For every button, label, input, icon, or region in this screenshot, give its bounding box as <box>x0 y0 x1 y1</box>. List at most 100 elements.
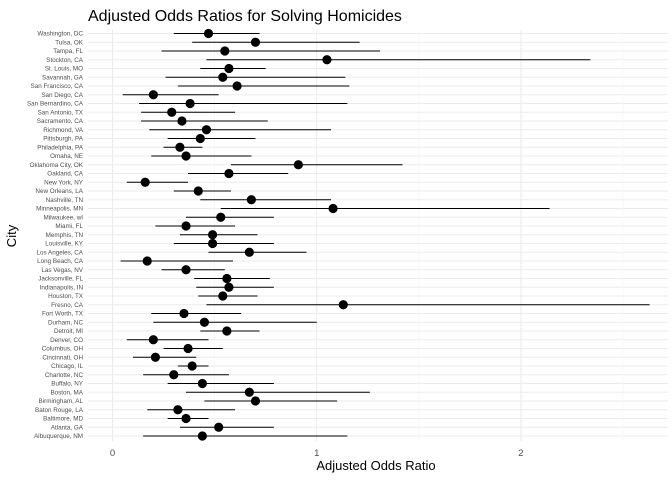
estimate-point <box>218 72 228 82</box>
y-tick-label: Savannah, GA <box>42 74 84 81</box>
chart-title: Adjusted Odds Ratios for Solving Homicid… <box>88 8 402 25</box>
y-tick-label: Louisville, KY <box>45 241 84 248</box>
estimate-point <box>179 308 189 319</box>
estimate-point <box>244 247 254 257</box>
estimate-point <box>169 370 179 380</box>
y-tick-label: Omaha, NE <box>50 153 83 160</box>
y-tick-label: Long Beach, CA <box>37 258 84 265</box>
estimate-point <box>181 265 191 275</box>
estimate-point <box>185 98 195 109</box>
plot-grid <box>88 30 668 441</box>
y-tick-label: Tampa, FL <box>53 48 83 55</box>
y-tick-label: Columbus, OH <box>42 346 84 353</box>
y-tick-label: Fort Worth, TX <box>42 311 84 318</box>
y-tick-label: San Antonio, TX <box>38 109 84 116</box>
y-tick-label: Baltimore, MD <box>43 416 83 423</box>
estimate-point <box>244 387 254 397</box>
estimate-point <box>181 151 191 161</box>
estimate-point <box>167 107 177 117</box>
estimate-point <box>338 300 348 310</box>
estimate-point <box>224 282 234 292</box>
estimate-point <box>181 413 191 424</box>
y-tick-label: Houston, TX <box>48 293 84 300</box>
y-tick-label: Los Angeles, CA <box>36 249 83 256</box>
y-tick-label: Birmingham, AL <box>39 398 84 405</box>
y-tick-label: Detroit, MI <box>54 328 83 335</box>
estimate-point <box>250 396 261 406</box>
y-tick-label: Richmond, VA <box>43 127 84 134</box>
y-tick-label: Jacksonville, FL <box>38 276 83 283</box>
estimate-point <box>218 291 228 301</box>
x-tick-label: 2 <box>518 448 523 459</box>
y-tick-label: Tulsa, OK <box>55 39 84 46</box>
y-tick-label: Charlotte, NC <box>45 372 84 379</box>
estimate-point <box>214 422 224 432</box>
y-tick-label: Durham, NC <box>48 319 83 326</box>
estimate-point <box>224 168 234 179</box>
y-tick-label: San Francisco, CA <box>31 83 84 90</box>
estimate-point <box>195 133 205 144</box>
estimate-point <box>140 177 150 187</box>
y-tick-label: Buffalo, NY <box>51 381 84 388</box>
estimate-point <box>222 273 232 284</box>
estimate-point <box>207 230 218 240</box>
estimate-point <box>148 90 158 100</box>
y-tick-label: Oakland, CA <box>47 171 83 178</box>
estimate-point <box>222 326 232 336</box>
estimate-point <box>197 378 207 389</box>
y-tick-label: San Bernardino, CA <box>27 101 84 108</box>
y-tick-label: Fresno, CA <box>51 302 84 309</box>
y-tick-label: Stockton, CA <box>46 57 84 64</box>
estimate-point <box>203 28 214 39</box>
y-tick-label: Baton Rouge, LA <box>35 407 84 414</box>
estimate-point <box>150 352 160 362</box>
estimate-point <box>250 37 261 47</box>
y-tick-label: Denver, CO <box>50 337 83 344</box>
estimate-point <box>175 142 185 152</box>
y-tick-label: Washington, DC <box>37 31 83 38</box>
estimate-point <box>148 335 158 345</box>
y-tick-label: Miami, FL <box>55 223 83 230</box>
estimate-point <box>328 203 338 214</box>
estimate-point <box>216 212 226 222</box>
y-tick-label: Chicago, IL <box>51 363 83 370</box>
y-tick-label: Cincinnati, OH <box>42 354 83 361</box>
y-tick-label: Sacramento, CA <box>37 118 84 125</box>
estimate-point <box>197 431 207 441</box>
estimate-point <box>177 116 187 126</box>
y-tick-label: New Orleans, LA <box>35 188 83 195</box>
y-tick-label: New York, NY <box>44 179 84 186</box>
estimate-point <box>193 186 203 196</box>
y-tick-label: Milwaukee, wI <box>43 214 83 221</box>
estimate-point <box>232 81 242 91</box>
estimate-point <box>293 160 303 170</box>
estimate-point <box>199 317 210 327</box>
y-tick-label: Pittsburgh, PA <box>43 136 84 143</box>
y-axis-title: City <box>4 224 19 247</box>
x-axis-title: Adjusted Odds Ratio <box>316 458 435 473</box>
y-tick-label: Las Vegas, NV <box>41 267 83 274</box>
x-tick-label: 0 <box>110 448 115 459</box>
y-tick-label: Memphis, TN <box>46 232 84 239</box>
y-tick-label: Atlanta, GA <box>51 424 84 431</box>
y-tick-label: Indianapolis, IN <box>40 284 84 291</box>
estimate-point <box>246 195 256 205</box>
y-tick-label: Philadelphia, PA <box>37 144 84 151</box>
estimate-point <box>207 238 218 249</box>
estimate-point <box>201 125 212 135</box>
y-tick-label: Oklahoma City, OK <box>30 162 84 169</box>
plot-marks <box>120 28 650 441</box>
x-tick-label: 1 <box>314 448 319 459</box>
estimate-point <box>220 46 230 56</box>
estimate-point <box>173 405 183 415</box>
estimate-point <box>183 343 193 354</box>
y-tick-label: Minneapolis, MN <box>36 206 83 213</box>
y-tick-label: San Diego, CA <box>41 92 83 99</box>
estimate-point <box>142 256 152 266</box>
estimate-point <box>322 55 332 65</box>
estimate-point <box>224 63 234 74</box>
y-tick-label: St. Louis, MO <box>45 66 83 73</box>
x-axis-tick-labels: 0 1 2 <box>110 448 524 459</box>
